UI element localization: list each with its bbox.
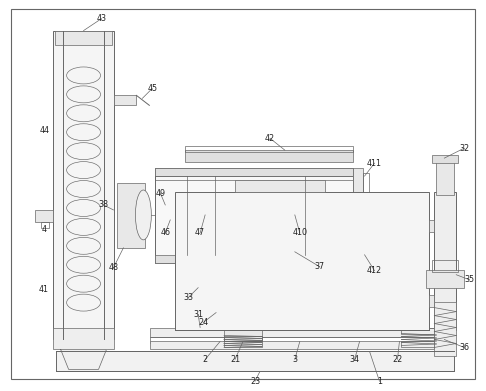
Text: 44: 44 <box>40 126 50 135</box>
Bar <box>436 160 454 195</box>
Text: 42: 42 <box>265 134 275 143</box>
Bar <box>156 176 353 180</box>
Text: 410: 410 <box>292 228 307 237</box>
Bar <box>248 263 263 328</box>
Text: 38: 38 <box>99 201 108 210</box>
Bar <box>224 341 262 348</box>
Bar <box>41 222 49 228</box>
Text: 23: 23 <box>250 377 260 386</box>
Bar <box>223 263 238 328</box>
Bar <box>429 220 434 232</box>
Text: 49: 49 <box>155 188 165 197</box>
Text: 34: 34 <box>349 355 360 364</box>
Ellipse shape <box>136 190 151 240</box>
Bar <box>363 173 368 258</box>
Bar <box>115 95 137 105</box>
Bar <box>434 301 456 357</box>
Bar <box>433 260 458 272</box>
Bar <box>401 328 436 334</box>
Bar <box>52 328 115 350</box>
Text: 47: 47 <box>195 228 205 237</box>
Bar <box>156 255 353 263</box>
Bar <box>175 192 429 330</box>
Bar <box>118 183 145 248</box>
Text: 1: 1 <box>377 377 382 386</box>
Bar <box>401 341 436 348</box>
Bar <box>353 168 363 263</box>
Bar <box>429 295 434 307</box>
Bar <box>208 268 278 308</box>
Text: 35: 35 <box>464 275 474 284</box>
Bar <box>56 352 454 371</box>
Bar <box>52 30 115 339</box>
Text: 45: 45 <box>147 84 157 93</box>
Bar <box>35 210 52 222</box>
Text: 412: 412 <box>367 266 382 275</box>
Text: 24: 24 <box>198 318 208 327</box>
Bar <box>434 192 456 330</box>
Text: 3: 3 <box>292 355 297 364</box>
Text: 22: 22 <box>392 355 402 364</box>
Bar <box>150 328 434 337</box>
Text: 36: 36 <box>459 343 469 352</box>
Text: 4: 4 <box>41 225 46 234</box>
Bar <box>216 308 270 328</box>
Bar <box>224 328 262 341</box>
Text: 32: 32 <box>459 143 469 152</box>
Bar <box>156 168 353 263</box>
Text: 48: 48 <box>108 263 119 272</box>
Text: 411: 411 <box>367 159 382 168</box>
Text: 43: 43 <box>97 14 106 23</box>
Bar <box>185 146 353 152</box>
Bar <box>224 335 262 341</box>
Bar <box>150 337 434 343</box>
Bar <box>54 30 112 45</box>
Text: 21: 21 <box>230 355 240 364</box>
Bar <box>235 180 325 192</box>
Bar <box>150 341 434 350</box>
Text: 31: 31 <box>193 310 203 319</box>
Bar <box>185 150 353 162</box>
Text: 46: 46 <box>160 228 170 237</box>
Bar <box>426 270 464 288</box>
Bar <box>156 168 353 176</box>
Text: 41: 41 <box>39 285 49 294</box>
Text: 2: 2 <box>203 355 208 364</box>
Text: 37: 37 <box>314 262 325 271</box>
Text: 33: 33 <box>183 293 193 302</box>
Bar <box>433 155 458 163</box>
Polygon shape <box>61 350 106 369</box>
